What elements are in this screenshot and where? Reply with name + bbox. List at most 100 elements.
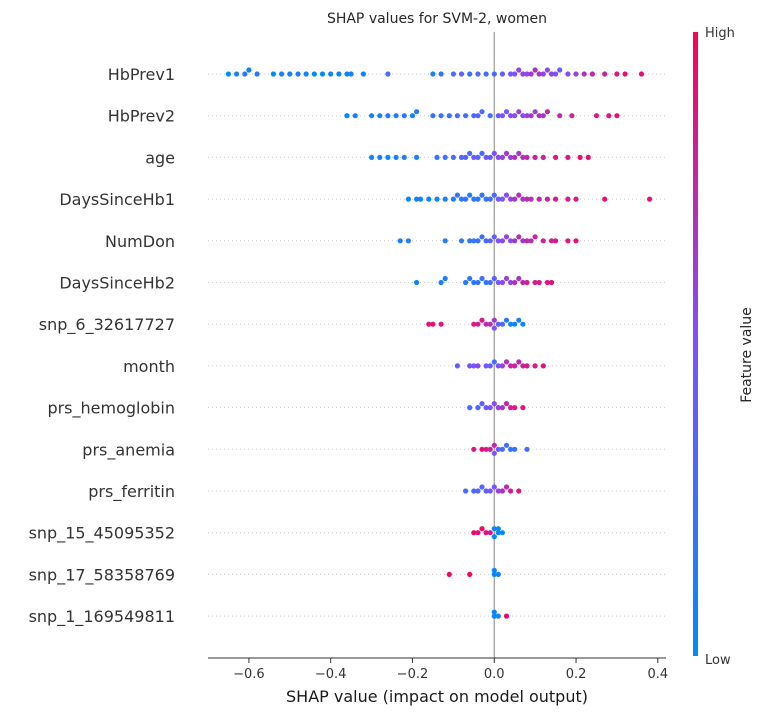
data-point [483,154,489,160]
data-point [585,154,591,160]
data-point [487,405,493,411]
data-point [512,196,518,202]
data-point [499,196,505,202]
data-point [454,113,460,119]
data-point [475,113,481,119]
data-point [483,530,489,536]
data-point [475,279,481,286]
feature-rows: HbPrev1 HbPrev2 age DaysSinceHb1 NumDon DaysS… [29,65,666,627]
data-point [495,530,501,536]
feature-label: snp_15_45095352 [29,524,175,544]
data-point [573,238,579,244]
colorbar-high-label: High [705,26,735,41]
data-point [512,113,518,119]
data-point [475,488,481,494]
data-point [532,67,538,73]
data-point [487,196,493,202]
data-point [458,238,465,244]
data-point [495,279,501,286]
data-point [467,150,473,156]
data-point [491,234,497,240]
data-point [573,196,579,202]
data-point [279,71,285,77]
data-point [438,279,444,286]
data-point [503,234,510,240]
data-point [344,71,350,77]
x-tick-label: −0.6 [233,667,265,682]
data-point [426,196,432,202]
data-point [430,71,436,77]
chart-title: SHAP values for SVM-2, women [327,11,547,27]
data-point [647,196,653,202]
data-point [442,196,448,202]
data-point [458,154,465,160]
data-point [475,196,481,202]
data-point [495,488,501,494]
data-point [524,446,530,452]
data-point [503,401,510,407]
data-point [622,71,628,77]
data-point [463,196,469,202]
data-point [491,325,497,331]
data-point [512,279,518,286]
data-point [471,154,477,160]
data-point [479,234,485,240]
feature-label: snp_6_32617727 [39,315,175,335]
data-point [520,363,526,369]
data-point [614,113,620,119]
data-point [479,401,485,407]
data-point [483,279,489,286]
data-point [475,154,481,160]
data-point [430,321,436,327]
data-point [295,71,301,77]
data-point [503,109,510,115]
data-point [471,238,477,244]
data-point [532,109,538,115]
x-tick-label: −0.2 [397,667,429,682]
data-point [524,363,530,369]
data-point [536,113,542,119]
data-point [463,113,469,119]
data-point [565,154,571,160]
data-point [544,109,551,115]
data-point [553,196,559,202]
data-point [508,279,514,286]
data-point [344,113,350,119]
data-point [475,238,481,244]
data-point [479,109,485,115]
data-point [536,196,542,202]
data-point [270,71,276,77]
data-point [393,154,399,160]
data-point [450,154,456,160]
data-point [544,67,551,73]
x-tick-label: 0.2 [566,667,587,682]
data-point [503,192,510,198]
data-point [553,154,559,160]
data-point [508,113,514,119]
data-point [516,192,522,198]
data-point [512,405,518,411]
data-point [536,71,542,77]
data-point [471,196,477,202]
data-point [520,321,526,327]
data-point [512,321,518,327]
data-point [487,488,493,494]
data-point [303,71,309,77]
data-point [467,571,473,578]
data-point [532,363,538,369]
data-point [516,317,522,323]
data-point [254,71,260,77]
data-point [540,113,546,119]
colorbar-gradient [693,32,698,656]
data-point [369,154,375,160]
data-point [516,488,522,494]
data-point [483,196,489,202]
data-point [524,238,530,244]
data-point [414,279,420,286]
data-point [499,238,505,244]
data-point [503,484,510,490]
x-tick-label: 0.0 [484,667,505,682]
data-point [495,613,501,619]
data-point [414,154,420,160]
data-point [426,321,432,327]
